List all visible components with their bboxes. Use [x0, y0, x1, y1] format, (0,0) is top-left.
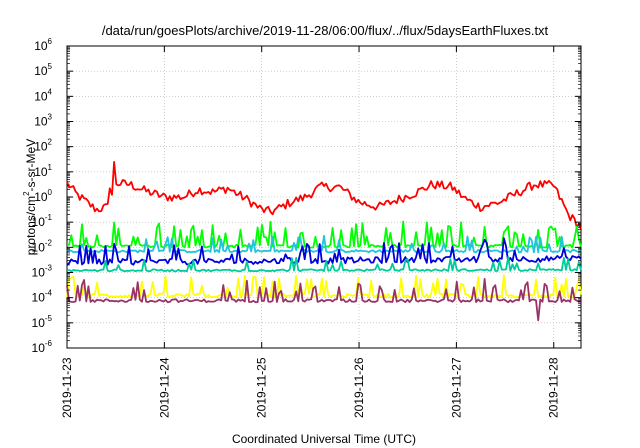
x-tick-label: 2019-11-26: [352, 357, 366, 418]
x-tick-label: 2019-11-27: [449, 357, 463, 418]
series-line-4: [66, 256, 582, 273]
y-tick-label: 10-2: [32, 238, 53, 254]
series-line-2: [66, 234, 582, 254]
y-axis-label: protons/cm2-s-sr-MeV: [22, 139, 38, 255]
series-line-1: [66, 220, 582, 249]
x-tick-label: 2019-11-28: [547, 357, 561, 418]
y-axis-label-pre: protons/cm: [24, 196, 38, 255]
series-line-5: [66, 274, 582, 299]
series-line-3: [66, 237, 582, 266]
series-line-0: [66, 160, 582, 230]
y-axis-label-sup: 2: [22, 191, 31, 196]
x-tick-label: 2019-11-24: [157, 357, 171, 418]
y-tick-label: 10-5: [32, 314, 53, 330]
data-series: [66, 160, 582, 322]
y-tick-label: 106: [34, 37, 52, 53]
y-tick-label: 10-1: [32, 213, 53, 229]
x-axis-ticks: 2019-11-23 2019-11-24 2019-11-25 2019-11-26…: [60, 46, 561, 418]
plot-frame: [66, 45, 582, 349]
y-tick-label: 103: [34, 113, 52, 129]
x-axis-label: Coordinated Universal Time (UTC): [232, 432, 416, 446]
x-tick-label: 2019-11-23: [60, 357, 74, 418]
y-tick-label: 105: [34, 62, 52, 78]
grid-lines: [67, 46, 581, 348]
y-tick-label: 100: [34, 188, 52, 204]
y-axis-ticks: 10-6 10-5 10-4 10-3 10-2 10-1 100 101 102 103 104 1…: [32, 37, 581, 355]
series-line-6: [66, 277, 582, 322]
y-tick-label: 10-3: [32, 264, 53, 280]
y-tick-label: 10-6: [32, 339, 53, 355]
y-tick-label: 10-4: [32, 289, 53, 305]
chart-title: /data/run/goesPlots/archive/2019-11-28/0…: [102, 23, 549, 38]
x-tick-label: 2019-11-25: [255, 357, 269, 418]
y-tick-label: 104: [34, 87, 52, 103]
y-tick-label: 102: [34, 138, 52, 154]
y-axis-label-post: -s-sr-MeV: [24, 139, 38, 192]
y-tick-label: 101: [34, 163, 52, 179]
